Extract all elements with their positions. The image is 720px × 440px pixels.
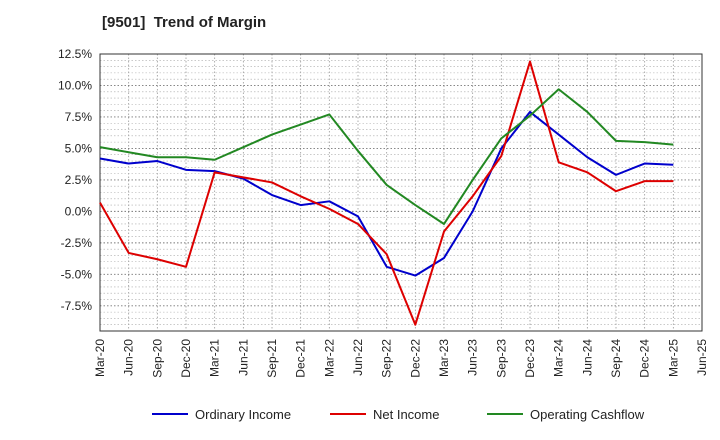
series-line <box>99 60 674 326</box>
x-tick-label: Dec-20 <box>179 339 193 378</box>
x-tick-label: Mar-25 <box>666 339 680 377</box>
x-tick-label: Sep-24 <box>609 339 623 378</box>
x-axis: Mar-20 Jun-20 Sep-20 Dec-20 Mar-21 Jun-21 Sep-… <box>93 339 709 378</box>
x-tick-label: Mar-23 <box>437 339 451 377</box>
x-tick-label: Jun-22 <box>351 339 365 376</box>
legend-label: Ordinary Income <box>195 407 291 422</box>
series-line <box>99 88 674 225</box>
legend-label: Operating Cashflow <box>530 407 645 422</box>
x-tick-label: Sep-23 <box>494 339 508 378</box>
legend: Ordinary Income Net Income Operating Cashf… <box>152 407 645 422</box>
x-tick-label: Mar-21 <box>208 339 222 377</box>
x-tick-label: Sep-22 <box>380 339 394 378</box>
x-tick-label: Dec-23 <box>523 339 537 378</box>
y-tick-label: 12.5% <box>58 47 92 61</box>
series-lines <box>99 60 674 326</box>
x-tick-label: Mar-22 <box>322 339 336 377</box>
chart-title: [9501] Trend of Margin <box>102 14 267 31</box>
y-tick-label: 2.5% <box>65 173 93 187</box>
plot-area <box>99 53 703 332</box>
y-tick-label: 10.0% <box>58 78 92 92</box>
y-tick-label: 0.0% <box>65 204 93 218</box>
x-tick-label: Dec-22 <box>408 339 422 378</box>
x-tick-label: Sep-21 <box>265 339 279 378</box>
x-tick-label: Dec-24 <box>638 339 652 378</box>
x-tick-label: Jun-21 <box>236 339 250 376</box>
y-tick-label: 7.5% <box>65 110 93 124</box>
x-tick-label: Jun-20 <box>122 339 136 376</box>
y-tick-label: 5.0% <box>65 141 93 155</box>
series-line <box>99 110 674 277</box>
x-tick-label: Jun-24 <box>580 339 594 376</box>
y-tick-label: -7.5% <box>61 299 93 313</box>
y-tick-label: -2.5% <box>61 236 93 250</box>
x-tick-label: Jun-25 <box>695 339 709 376</box>
x-tick-label: Sep-20 <box>150 339 164 378</box>
legend-label: Net Income <box>373 407 439 422</box>
y-tick-label: -5.0% <box>61 267 93 281</box>
x-tick-label: Jun-23 <box>466 339 480 376</box>
x-tick-label: Dec-21 <box>294 339 308 378</box>
y-axis: 12.5% 10.0% 7.5% 5.0% 2.5% 0.0% -2.5% -5.0% -7.5… <box>58 47 92 313</box>
x-tick-label: Mar-24 <box>552 339 566 377</box>
x-tick-label: Mar-20 <box>93 339 107 377</box>
